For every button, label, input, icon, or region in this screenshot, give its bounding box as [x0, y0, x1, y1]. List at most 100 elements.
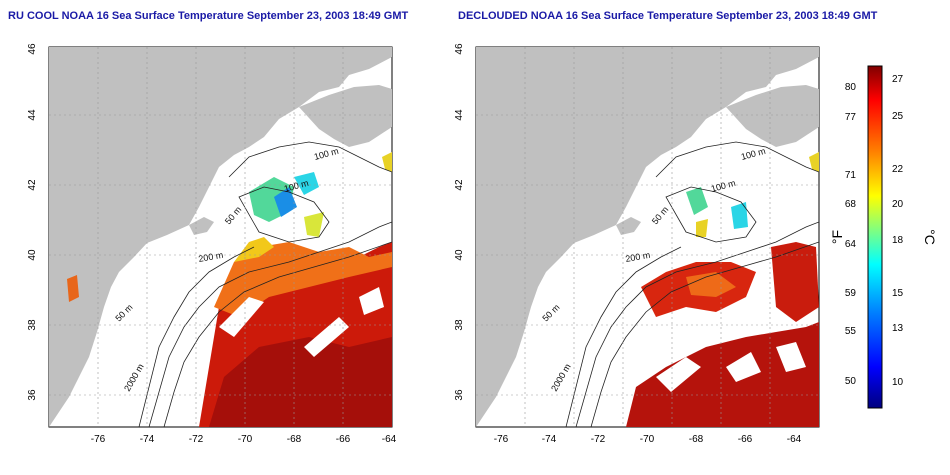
- f-tick: 64: [845, 239, 857, 250]
- left-cloud-a: [219, 297, 264, 337]
- right-cloud-b: [726, 352, 761, 382]
- right-ytick: 46: [454, 43, 465, 55]
- right-xtick: -72: [591, 434, 606, 445]
- left-sst-cool-yellowgreen: [304, 212, 324, 237]
- left-sst-coast-orange: [67, 275, 79, 302]
- left-xtick: -72: [189, 434, 204, 445]
- right-ytick: 38: [454, 319, 465, 331]
- c-tick: 25: [892, 111, 904, 122]
- right-y-ticks: 36 38 40 42 44 46: [454, 43, 465, 401]
- right-xtick: -74: [542, 434, 557, 445]
- right-ytick: 40: [454, 249, 465, 261]
- c-tick: 27: [892, 74, 904, 85]
- left-land: [49, 47, 392, 427]
- c-tick: 15: [892, 288, 904, 299]
- f-tick: 59: [845, 288, 857, 299]
- right-isobath-2000m: [590, 241, 819, 427]
- c-tick: 22: [892, 164, 904, 175]
- right-xtick: -64: [787, 434, 802, 445]
- right-cloud-a: [656, 357, 701, 392]
- left-sst-deep-red: [209, 337, 392, 427]
- left-cloud-b: [304, 317, 349, 357]
- right-land: [476, 47, 819, 427]
- left-sst-cool-cyan: [294, 172, 319, 195]
- right-landmass-ns: [726, 85, 819, 147]
- right-isobath-gom: [665, 186, 757, 243]
- right-contour-label: 200 m: [625, 250, 651, 264]
- right-ytick: 36: [454, 389, 465, 401]
- colorbar-f-unit: °F: [829, 230, 845, 244]
- colorbar-gradient: [867, 65, 883, 409]
- right-isobath-200m: [575, 221, 819, 427]
- left-ytick: 36: [27, 389, 38, 401]
- left-gridlines: [49, 47, 392, 427]
- f-tick: 68: [845, 199, 857, 210]
- left-ytick: 46: [27, 43, 38, 55]
- right-cloud-c: [776, 342, 806, 372]
- right-landmass-cape: [616, 217, 641, 235]
- left-ytick: 44: [27, 109, 38, 121]
- right-ytick: 44: [454, 109, 465, 121]
- left-isobath-200m: [148, 221, 392, 427]
- left-map-title: RU COOL NOAA 16 Sea Surface Temperature …: [8, 10, 409, 22]
- f-tick: 71: [845, 170, 857, 181]
- right-isobath-50m: [565, 246, 682, 427]
- colorbar-c-ticks: 27 25 22 20 18 15 13 10: [892, 74, 904, 388]
- left-xtick: -74: [140, 434, 155, 445]
- c-tick: 18: [892, 235, 904, 246]
- left-map: 100 m 100 m 50 m 200 m 50 m 2000 m -76 -…: [27, 43, 397, 445]
- left-isobaths: [138, 141, 392, 427]
- left-xtick: -64: [382, 434, 397, 445]
- right-sst-red-east: [771, 242, 819, 322]
- right-sst-red: [626, 322, 819, 427]
- left-landmass-ns: [299, 85, 392, 147]
- right-gridlines: [476, 47, 819, 427]
- f-tick: 80: [845, 82, 857, 93]
- left-x-ticks: -76 -74 -72 -70 -68 -66 -64: [91, 434, 397, 445]
- left-xtick: -76: [91, 434, 106, 445]
- left-contour-label: 200 m: [198, 250, 224, 264]
- c-tick: 10: [892, 377, 904, 388]
- left-isobath-2000m: [163, 241, 392, 427]
- left-ytick: 42: [27, 179, 38, 191]
- left-ytick: 38: [27, 319, 38, 331]
- right-ytick: 42: [454, 179, 465, 191]
- right-sst-cool-green: [686, 187, 708, 215]
- left-sst-edge-yellow: [382, 152, 392, 172]
- right-isobaths: [565, 141, 819, 427]
- left-isobath-gom: [238, 186, 330, 243]
- left-sst-cool-blue: [274, 187, 297, 217]
- left-cloud-c: [359, 287, 384, 315]
- left-isobath-50m: [138, 246, 255, 427]
- f-tick: 55: [845, 326, 857, 337]
- right-xtick: -68: [689, 434, 704, 445]
- right-map: 100 m 100 m 50 m 200 m 50 m 2000 m -76 -…: [454, 43, 820, 445]
- colorbar-f-ticks: 80 77 71 68 64 59 55 50: [845, 82, 857, 387]
- left-sst-yellow: [234, 237, 274, 262]
- colorbar-c-unit: °C: [922, 229, 938, 245]
- left-xtick: -66: [336, 434, 351, 445]
- right-sst-yellow: [696, 219, 708, 237]
- right-sst-edge-yellow: [809, 152, 819, 172]
- left-sst-orange: [214, 242, 392, 317]
- colorbar: 80 77 71 68 64 59 55 50 27 25 22 20 18 1…: [829, 65, 938, 409]
- left-xtick: -68: [287, 434, 302, 445]
- right-xtick: -66: [738, 434, 753, 445]
- left-isobath-100m: [228, 141, 392, 178]
- right-sst-orange-patch: [686, 272, 736, 297]
- left-landmass-cape: [189, 217, 214, 235]
- right-isobath-100m: [655, 141, 819, 178]
- right-map-title: DECLOUDED NOAA 16 Sea Surface Temperatur…: [458, 10, 878, 22]
- f-tick: 77: [845, 112, 857, 123]
- right-xtick: -76: [494, 434, 509, 445]
- right-sst-cool-cyan: [731, 202, 748, 229]
- left-ytick: 40: [27, 249, 38, 261]
- f-tick: 50: [845, 376, 857, 387]
- right-xtick: -70: [640, 434, 655, 445]
- right-x-ticks: -76 -74 -72 -70 -68 -66 -64: [494, 434, 802, 445]
- c-tick: 20: [892, 199, 904, 210]
- left-y-ticks: 36 38 40 42 44 46: [27, 43, 38, 401]
- left-xtick: -70: [238, 434, 253, 445]
- c-tick: 13: [892, 323, 904, 334]
